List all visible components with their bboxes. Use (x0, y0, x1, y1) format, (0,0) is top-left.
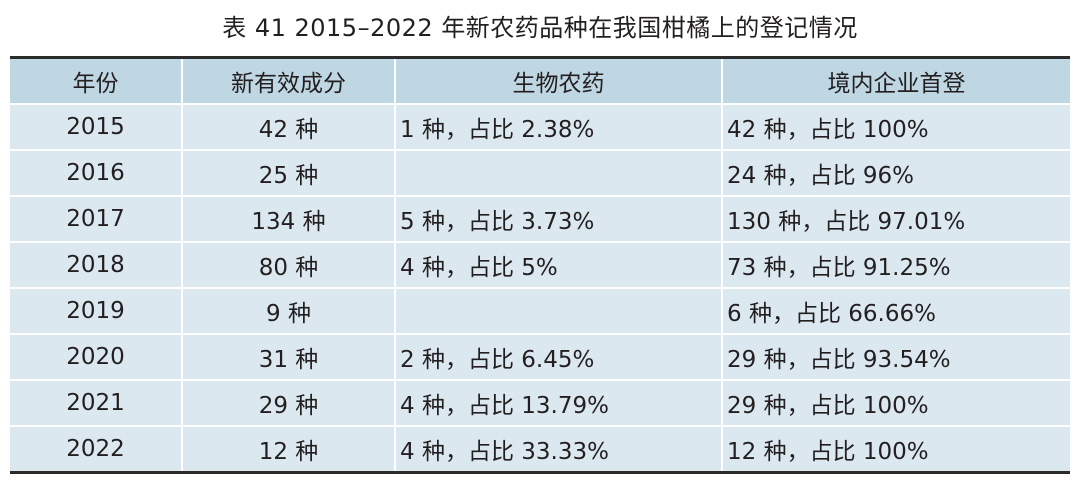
cell-domestic-first-registration: 24 种，占比 96% (723, 151, 1070, 197)
cell-domestic-first-registration: 73 种，占比 91.25% (723, 243, 1070, 289)
cell-biopesticides: 1 种，占比 2.38% (396, 105, 723, 151)
cell-new-active-ingredients: 42 种 (183, 105, 396, 151)
cell-year: 2015 (10, 105, 183, 151)
cell-domestic-first-registration: 29 种，占比 100% (723, 381, 1070, 427)
cell-domestic-first-registration: 42 种，占比 100% (723, 105, 1070, 151)
cell-new-active-ingredients: 12 种 (183, 427, 396, 471)
cell-new-active-ingredients: 31 种 (183, 335, 396, 381)
header-biopesticides: 生物农药 (396, 59, 723, 105)
cell-domestic-first-registration: 130 种，占比 97.01% (723, 197, 1070, 243)
cell-year: 2016 (10, 151, 183, 197)
header-year: 年份 (10, 59, 183, 105)
cell-biopesticides: 4 种，占比 5% (396, 243, 723, 289)
cell-biopesticides: 4 种，占比 33.33% (396, 427, 723, 471)
cell-year: 2017 (10, 197, 183, 243)
header-domestic-first-registration: 境内企业首登 (723, 59, 1070, 105)
table-caption: 表 41 2015–2022 年新农药品种在我国柑橘上的登记情况 (222, 14, 858, 42)
table-header-row: 年份 新有效成分 生物农药 境内企业首登 (10, 59, 1070, 105)
header-new-active-ingredients: 新有效成分 (183, 59, 396, 105)
cell-biopesticides (396, 289, 723, 335)
cell-domestic-first-registration: 29 种，占比 93.54% (723, 335, 1070, 381)
cell-year: 2018 (10, 243, 183, 289)
cell-biopesticides: 4 种，占比 13.79% (396, 381, 723, 427)
cell-new-active-ingredients: 134 种 (183, 197, 396, 243)
table-row: 2016 25 种 24 种，占比 96% (10, 151, 1070, 197)
cell-year: 2022 (10, 427, 183, 471)
cell-year: 2019 (10, 289, 183, 335)
cell-new-active-ingredients: 9 种 (183, 289, 396, 335)
cell-year: 2021 (10, 381, 183, 427)
cell-new-active-ingredients: 80 种 (183, 243, 396, 289)
cell-biopesticides: 5 种，占比 3.73% (396, 197, 723, 243)
cell-biopesticides: 2 种，占比 6.45% (396, 335, 723, 381)
cell-new-active-ingredients: 25 种 (183, 151, 396, 197)
cell-domestic-first-registration: 6 种，占比 66.66% (723, 289, 1070, 335)
cell-biopesticides (396, 151, 723, 197)
table-row: 2019 9 种 6 种，占比 66.66% (10, 289, 1070, 335)
cell-year: 2020 (10, 335, 183, 381)
cell-new-active-ingredients: 29 种 (183, 381, 396, 427)
cell-domestic-first-registration: 12 种，占比 100% (723, 427, 1070, 471)
